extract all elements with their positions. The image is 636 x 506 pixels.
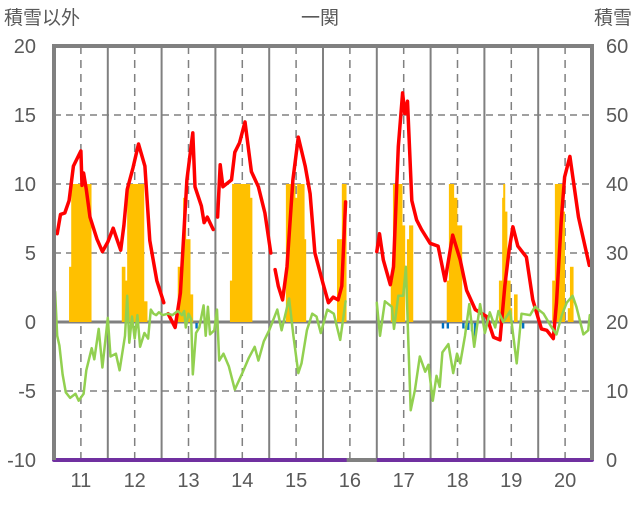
red-series-line [52,142,166,305]
snow-bar [567,308,571,322]
left-y-tick-label: 10 [14,174,36,196]
red-series-line [215,120,273,255]
snow-bar [185,239,191,322]
snow-bar [513,294,518,322]
left-y-tick-label: -10 [7,450,36,472]
right-axis-title: 積雪 [594,7,632,29]
right-y-tick-label: 10 [606,381,628,403]
snow-bar [448,184,455,322]
snow-bar [409,225,414,322]
x-tick-label: 15 [285,470,307,492]
snow-bar [295,197,298,322]
snow-bar [297,184,305,322]
left-y-tick-label: 0 [25,312,36,334]
x-tick-labels: 11 12 13 14 15 16 17 18 19 20 [71,470,577,492]
red-series-line [375,91,592,342]
snow-bar [392,184,403,322]
snow-bar [456,225,463,322]
snow-bar [498,280,503,322]
right-y-tick-labels: 60 50 40 30 20 10 0 [606,36,628,472]
snow-bar [285,184,296,322]
red-series-line [273,135,348,305]
green-series-line [52,290,347,402]
snow-bar [506,280,511,322]
chart-title: 一関 [301,8,339,29]
blue-bar [195,323,198,329]
snow-bar [69,266,72,322]
blue-bar [446,323,450,329]
left-y-tick-label: -5 [18,381,36,403]
snow-bar [249,197,253,322]
blue-bar [521,323,525,329]
left-y-tick-label: 5 [25,243,36,265]
snow-bar [406,239,410,322]
left-axis-title: 積雪以外 [4,7,80,29]
plot-frame [52,44,594,462]
snow-bar [453,197,458,322]
right-y-tick-label: 50 [606,105,628,127]
x-tick-label: 18 [446,470,468,492]
snow-bar [502,197,504,322]
snow-bar [190,294,194,322]
snow-bar [402,225,406,322]
x-tick-label: 17 [393,470,415,492]
green-series-line [375,265,592,412]
left-y-tick-labels: 20 15 10 5 0 -5 -10 [7,36,36,472]
x-tick-label: 16 [339,470,361,492]
x-tick-label: 11 [71,470,92,492]
plot-border [52,44,594,460]
snow-bar [503,184,506,322]
x-tick-label: 19 [500,470,522,492]
right-y-tick-label: 20 [606,312,628,334]
snow-bar [229,280,233,322]
snow-bar [552,280,556,322]
left-y-tick-label: 20 [14,36,36,58]
blue-bar [441,323,445,329]
x-tick-label: 14 [231,470,253,492]
line-series [52,91,594,462]
snow-bar [121,266,126,322]
snow-bar [304,239,307,322]
snow-bar [127,184,145,322]
snow-bar [336,239,343,322]
snow-bar [143,301,148,322]
snow-bar [183,197,187,322]
left-y-tick-label: 15 [14,105,36,127]
x-tick-label: 12 [124,470,146,492]
right-y-tick-label: 40 [606,174,628,196]
x-tick-label: 13 [177,470,199,492]
blue-bar [462,323,465,329]
snow-bar [446,280,450,322]
snow-bar [390,280,394,322]
snow-bar [232,184,251,322]
snow-bar [561,211,565,322]
right-y-tick-label: 30 [606,243,628,265]
blue-bar [467,323,470,330]
x-tick-label: 20 [554,470,576,492]
snow-bar [71,184,92,322]
snow-bar [569,266,574,322]
right-y-tick-label: 0 [606,450,617,472]
right-y-tick-label: 60 [606,36,628,58]
